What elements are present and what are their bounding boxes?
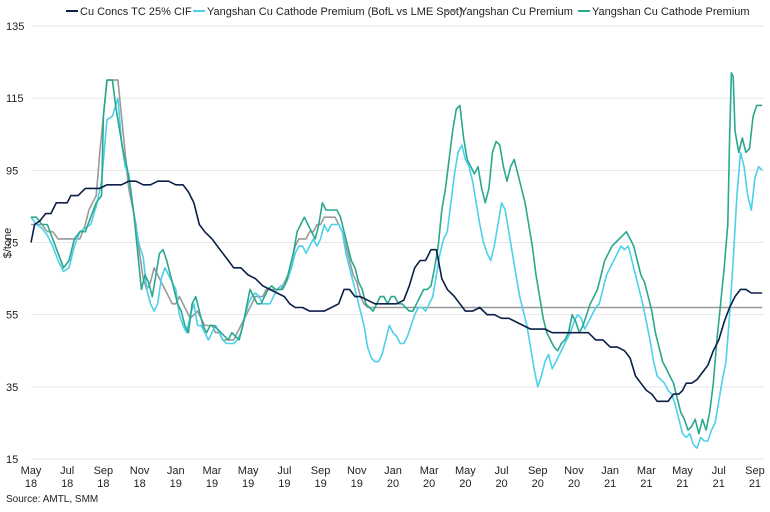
x-tick-label: Sep 20 <box>528 465 548 490</box>
y-tick-label: 15 <box>6 454 18 466</box>
y-tick-label: 35 <box>6 382 18 394</box>
x-tick-label: Jul 20 <box>495 465 509 490</box>
legend-label: Yangshan Cu Cathode Premium <box>592 6 750 18</box>
legend-label: Cu Concs TC 25% CIF <box>80 6 192 18</box>
y-tick-label: 55 <box>6 310 18 322</box>
x-tick-label: Sep 19 <box>311 465 331 490</box>
x-tick-label: Jul 18 <box>60 465 74 490</box>
y-tick-label: 75 <box>6 238 18 250</box>
y-axis-ticks: 15 35 55 75 95 115 135 <box>6 21 24 466</box>
x-tick-label: May 18 <box>21 465 42 490</box>
x-tick-label: Sep 21 <box>745 465 765 490</box>
y-tick-label: 95 <box>6 165 18 177</box>
series-lines <box>30 72 763 449</box>
x-tick-label: Nov 18 <box>130 465 150 490</box>
legend: Cu Concs TC 25% CIF Yangshan Cu Cathode P… <box>66 6 750 18</box>
y-tick-label: 135 <box>6 21 24 33</box>
series-line-3 <box>31 72 763 435</box>
legend-label: Yangshan Cu Premium <box>460 6 573 18</box>
x-tick-label: May 20 <box>455 465 476 490</box>
x-tick-label: Jul 19 <box>277 465 291 490</box>
x-tick-label: Sep 18 <box>94 465 114 490</box>
series-line-1 <box>30 97 763 449</box>
x-tick-label: Jan 19 <box>167 465 185 490</box>
x-tick-label: Nov 20 <box>564 465 584 490</box>
line-chart: 15 35 55 75 95 115 135 May 18 Jul 18 Sep 18 Nov 18 Jan… <box>2 6 765 490</box>
legend-label: Yangshan Cu Cathode Premium (BofL vs LME… <box>207 6 463 18</box>
y-axis-label: $/tone <box>2 228 14 259</box>
x-axis-ticks: May 18 Jul 18 Sep 18 Nov 18 Jan 19 Mar 19 May 19 Jul 19… <box>21 465 765 490</box>
x-tick-label: Mar 20 <box>420 465 439 490</box>
x-tick-label: Jan 20 <box>384 465 402 490</box>
x-tick-label: Jul 21 <box>712 465 726 490</box>
x-tick-label: Jan 21 <box>601 465 619 490</box>
x-tick-label: Mar 19 <box>203 465 222 490</box>
grid-lines <box>31 25 764 460</box>
x-tick-label: Nov 19 <box>347 465 367 490</box>
x-tick-label: May 19 <box>238 465 259 490</box>
source-note: Source: AMTL, SMM <box>6 494 99 505</box>
series-line-0 <box>30 180 763 403</box>
x-tick-label: Mar 21 <box>637 465 656 490</box>
y-tick-label: 115 <box>6 93 24 105</box>
x-tick-label: May 21 <box>672 465 693 490</box>
